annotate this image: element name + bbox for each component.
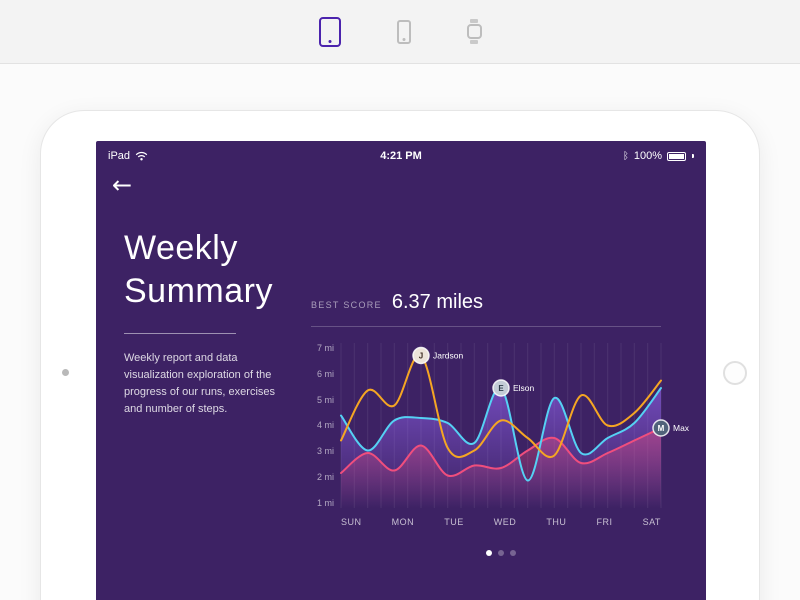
pagination-dot[interactable] bbox=[486, 550, 492, 556]
tablet-icon bbox=[318, 16, 341, 47]
page-title: Weekly Summary bbox=[124, 229, 273, 310]
phone-home-dot bbox=[402, 37, 405, 41]
runner-name-label: Jardson bbox=[433, 351, 464, 361]
battery-percent: 100% bbox=[633, 150, 662, 162]
carrier-label: iPad bbox=[108, 150, 131, 162]
device-phone-button[interactable] bbox=[393, 16, 415, 48]
y-axis-label: 6 mi bbox=[316, 368, 334, 379]
x-axis-label: MON bbox=[391, 517, 415, 527]
phone-icon bbox=[396, 19, 411, 44]
series-line-jardson bbox=[340, 354, 662, 459]
x-axis-label: THU bbox=[546, 517, 567, 527]
best-score-row: BEST SCORE 6.37 miles bbox=[311, 291, 661, 314]
pagination-dots bbox=[341, 543, 661, 561]
pagination-dot[interactable] bbox=[498, 550, 504, 556]
y-axis-label: 3 mi bbox=[316, 446, 334, 457]
weekly-chart: 7 mi 6 mi 5 mi 4 mi 3 mi 2 mi 1 mi J Jardson E El… bbox=[311, 343, 690, 527]
y-axis-label: 5 mi bbox=[316, 394, 334, 405]
svg-text:M: M bbox=[658, 424, 665, 433]
page-description: Weekly report and data visualization exp… bbox=[124, 351, 276, 415]
statusbar-left: iPad bbox=[108, 150, 148, 162]
watch-strap-top bbox=[470, 19, 478, 23]
chart-panel: BEST SCORE 6.37 miles 7 mi 6 mi 5 mi 4 mi 3 … bbox=[311, 291, 690, 561]
x-axis-label: WED bbox=[493, 517, 517, 527]
best-score-label: BEST SCORE bbox=[311, 300, 382, 310]
watch-strap-bottom bbox=[470, 40, 478, 44]
chart-x-axis: SUN MON TUE WED THU FRI SAT bbox=[341, 517, 661, 527]
battery-tip bbox=[692, 154, 694, 158]
svg-text:E: E bbox=[498, 384, 504, 393]
device-toolbar bbox=[0, 0, 800, 64]
ipad-frame: iPad 4:21 PM ᛒ 100% ← bbox=[40, 110, 760, 600]
chart-y-axis: 7 mi 6 mi 5 mi 4 mi 3 mi 2 mi 1 mi bbox=[311, 343, 341, 508]
ipad-screen: iPad 4:21 PM ᛒ 100% ← bbox=[96, 141, 706, 600]
preview-stage: iPad 4:21 PM ᛒ 100% ← bbox=[0, 65, 800, 600]
chart-svg: J Jardson E Elson M Max bbox=[340, 343, 690, 508]
x-axis-label: FRI bbox=[596, 517, 613, 527]
runner-marker-jardson[interactable]: J Jardson bbox=[412, 346, 464, 365]
runner-name-label: Elson bbox=[513, 383, 535, 393]
runner-marker-elson[interactable]: E Elson bbox=[492, 379, 535, 397]
device-tablet-button[interactable] bbox=[315, 13, 345, 51]
y-axis-label: 4 mi bbox=[316, 420, 334, 431]
runner-marker-max[interactable]: M Max bbox=[652, 419, 690, 437]
tablet-home-dot bbox=[328, 39, 331, 43]
watch-icon bbox=[466, 19, 482, 44]
clock: 4:21 PM bbox=[380, 150, 422, 162]
y-axis-label: 2 mi bbox=[316, 472, 334, 483]
x-axis-label: SUN bbox=[341, 517, 362, 527]
bluetooth-icon: ᛒ bbox=[622, 150, 629, 162]
home-button[interactable] bbox=[723, 361, 747, 385]
device-watch-button[interactable] bbox=[463, 15, 486, 48]
pagination-dot[interactable] bbox=[510, 550, 516, 556]
y-axis-label: 1 mi bbox=[316, 497, 334, 508]
best-score-value: 6.37 miles bbox=[391, 291, 484, 313]
wifi-icon bbox=[135, 151, 148, 161]
score-divider bbox=[311, 326, 661, 327]
summary-panel: Weekly Summary Weekly report and data vis… bbox=[124, 227, 300, 418]
x-axis-label: TUE bbox=[444, 517, 464, 527]
runner-name-label: Max bbox=[673, 423, 690, 433]
watch-body bbox=[466, 24, 482, 39]
y-axis-label: 7 mi bbox=[316, 343, 334, 353]
chart-plot: J Jardson E Elson M Max bbox=[340, 343, 690, 508]
statusbar-right: ᛒ 100% bbox=[623, 150, 694, 162]
series-line-max bbox=[340, 427, 662, 478]
back-button[interactable]: ← bbox=[112, 171, 133, 199]
x-axis-label: SAT bbox=[642, 517, 661, 527]
battery-icon bbox=[667, 151, 686, 161]
camera-dot bbox=[62, 369, 69, 376]
title-divider bbox=[124, 332, 236, 334]
status-bar: iPad 4:21 PM ᛒ 100% bbox=[96, 141, 706, 165]
svg-text:J: J bbox=[419, 352, 423, 361]
